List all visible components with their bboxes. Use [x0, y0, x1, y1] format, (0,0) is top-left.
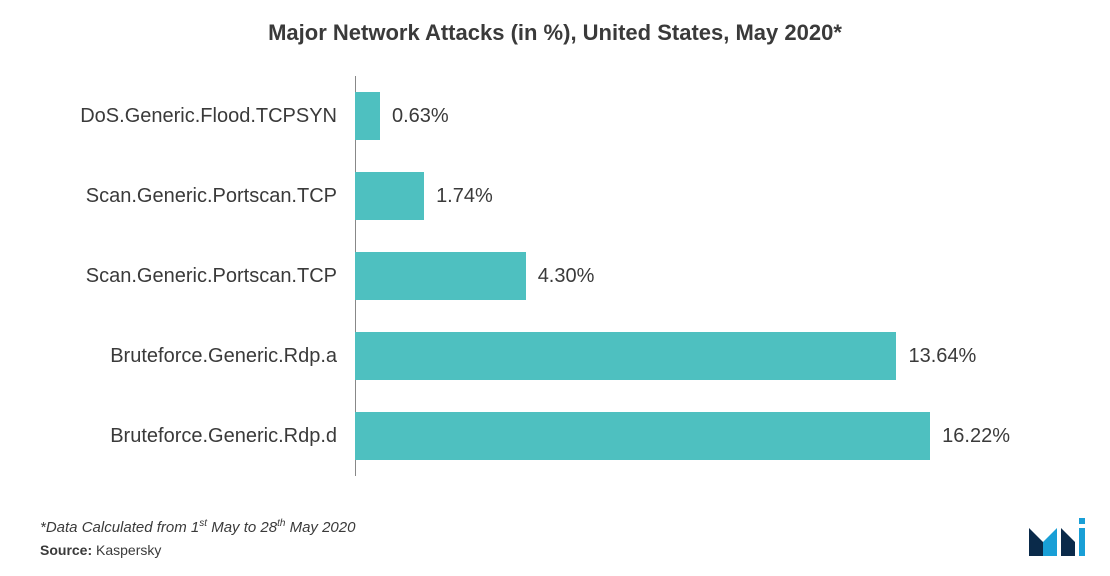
- bar: [355, 92, 380, 140]
- category-label: Bruteforce.Generic.Rdp.d: [60, 425, 355, 448]
- bar-row: DoS.Generic.Flood.TCPSYN 0.63%: [60, 76, 1010, 156]
- bar-row: Scan.Generic.Portscan.TCP 1.74%: [60, 156, 1010, 236]
- source-line: Source: Kaspersky: [40, 542, 161, 558]
- bar: [355, 332, 896, 380]
- value-label: 1.74%: [436, 185, 493, 208]
- value-label: 16.22%: [942, 425, 1010, 448]
- bar: [355, 172, 424, 220]
- category-label: Scan.Generic.Portscan.TCP: [60, 265, 355, 288]
- category-label: Scan.Generic.Portscan.TCP: [60, 185, 355, 208]
- bar-track: 4.30%: [355, 252, 1010, 300]
- bar-track: 1.74%: [355, 172, 1010, 220]
- mi-logo: [1029, 518, 1085, 561]
- value-label: 0.63%: [392, 105, 449, 128]
- value-label: 13.64%: [908, 345, 976, 368]
- bar-row: Bruteforce.Generic.Rdp.a 13.64%: [60, 316, 1010, 396]
- chart-area: DoS.Generic.Flood.TCPSYN 0.63% Scan.Generi…: [60, 76, 1010, 476]
- bar: [355, 412, 930, 460]
- chart-title: Major Network Attacks (in %), United Sta…: [40, 20, 1070, 46]
- bar-track: 16.22%: [355, 412, 1010, 460]
- bar-row: Scan.Generic.Portscan.TCP 4.30%: [60, 236, 1010, 316]
- bar: [355, 252, 526, 300]
- value-label: 4.30%: [538, 265, 595, 288]
- footnote: *Data Calculated from 1st May to 28th Ma…: [40, 518, 355, 536]
- category-label: Bruteforce.Generic.Rdp.a: [60, 345, 355, 368]
- category-label: DoS.Generic.Flood.TCPSYN: [60, 105, 355, 128]
- bar-track: 13.64%: [355, 332, 1010, 380]
- bar-track: 0.63%: [355, 92, 1010, 140]
- bar-row: Bruteforce.Generic.Rdp.d 16.22%: [60, 396, 1010, 476]
